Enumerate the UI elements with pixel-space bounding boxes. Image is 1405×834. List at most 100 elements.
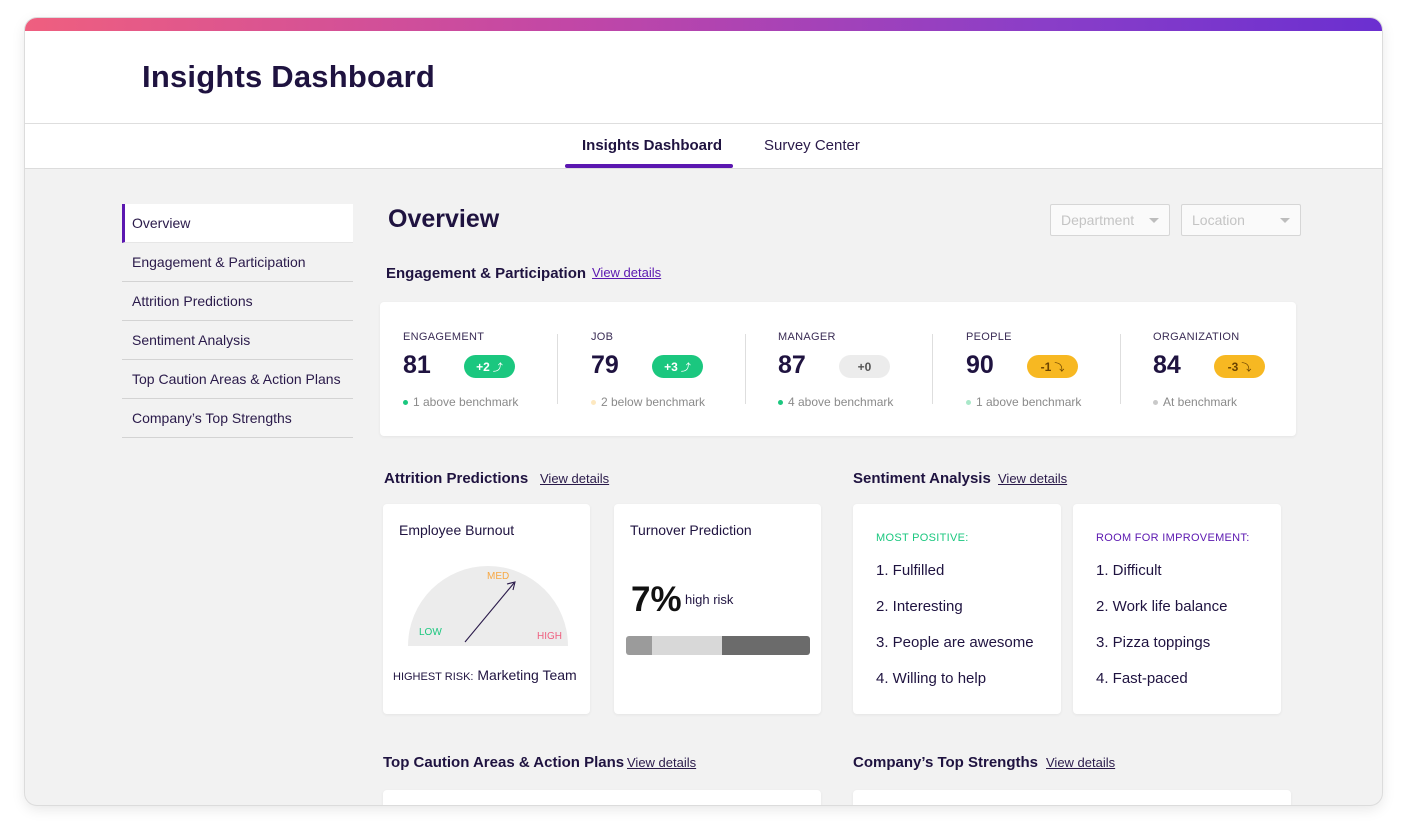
metric-benchmark: 2 below benchmark: [591, 395, 705, 409]
gauge-dial: [408, 566, 568, 646]
highest-risk-label: HIGHEST RISK:: [393, 671, 474, 683]
sidebar-nav: Overview Engagement & Participation Attr…: [122, 204, 353, 438]
metric-divider: [745, 334, 746, 404]
benchmark-dot-icon: [591, 399, 596, 405]
sidebar-item-strengths[interactable]: Company’s Top Strengths: [122, 399, 353, 438]
tab-survey-center[interactable]: Survey Center: [764, 137, 860, 154]
highest-risk-value: Marketing Team: [477, 667, 577, 683]
benchmark-dot-icon: [966, 399, 971, 405]
benchmark-dot-icon: [1153, 399, 1158, 405]
attrition-view-details-link[interactable]: View details: [540, 471, 610, 486]
metric-people: PEOPLE 90 -1 ⤵ 1 above benchmark: [966, 302, 1116, 436]
tab-bar: Insights Dashboard Survey Center: [25, 124, 1382, 169]
turnover-bar-segment: [721, 636, 810, 655]
most-positive-heading: MOST POSITIVE:: [876, 532, 969, 544]
caution-view-details-link[interactable]: View details: [627, 755, 697, 770]
active-tab-indicator: [565, 164, 733, 168]
gauge-low-label: LOW: [419, 627, 442, 638]
turnover-progress-bar: [626, 636, 810, 655]
sidebar-item-caution[interactable]: Top Caution Areas & Action Plans: [122, 360, 353, 399]
improvement-item: 3. Pizza toppings: [1096, 634, 1211, 651]
metric-label: ENGAGEMENT: [403, 331, 485, 343]
benchmark-text: 2 below benchmark: [601, 395, 706, 409]
trend-down-icon: ⤵: [1241, 363, 1252, 374]
metric-benchmark: 1 above benchmark: [403, 395, 518, 409]
turnover-prediction-card: Turnover Prediction 7% high risk: [614, 504, 821, 714]
improvement-heading: ROOM FOR IMPROVEMENT:: [1096, 532, 1250, 544]
sidebar-item-overview[interactable]: Overview: [122, 204, 353, 243]
improvement-item: 4. Fast-paced: [1096, 670, 1188, 687]
metric-delta-badge: +3 ⤴: [652, 355, 703, 378]
metric-delta: -1: [1040, 359, 1052, 374]
improvement-item: 1. Difficult: [1096, 562, 1162, 579]
location-placeholder: Location: [1192, 212, 1245, 228]
benchmark-dot-icon: [778, 399, 783, 405]
chevron-down-icon: [1280, 218, 1290, 223]
turnover-bar-segment: [626, 636, 652, 655]
app-window: Insights Dashboard Insights Dashboard Su…: [25, 18, 1382, 805]
positive-item: 4. Willing to help: [876, 670, 987, 687]
sentiment-section-title: Sentiment Analysis: [853, 470, 991, 487]
metric-delta: +2: [476, 359, 490, 374]
sidebar-item-attrition[interactable]: Attrition Predictions: [122, 282, 353, 321]
trend-down-icon: ⤵: [1054, 363, 1065, 374]
metric-divider: [1120, 334, 1121, 404]
benchmark-text: 4 above benchmark: [788, 395, 894, 409]
turnover-title: Turnover Prediction: [630, 522, 752, 538]
gauge-needle-arrow-icon: [506, 581, 516, 591]
positive-item: 3. People are awesome: [876, 634, 1034, 651]
chevron-down-icon: [1149, 218, 1159, 223]
metric-benchmark: 1 above benchmark: [966, 395, 1081, 409]
sidebar-item-sentiment[interactable]: Sentiment Analysis: [122, 321, 353, 360]
gauge-needle: [464, 582, 515, 643]
department-placeholder: Department: [1061, 212, 1135, 228]
page-title: Insights Dashboard: [142, 59, 435, 94]
burnout-gauge: [408, 566, 568, 646]
improvement-item: 2. Work life balance: [1096, 598, 1228, 615]
metric-engagement: ENGAGEMENT 81 +2 ⤴ 1 above benchmark: [403, 302, 553, 436]
metric-value: 84: [1153, 351, 1181, 379]
metric-divider: [557, 334, 558, 404]
metric-value: 81: [403, 351, 431, 379]
gauge-med-label: MED: [487, 571, 510, 582]
gradient-top-bar: [25, 18, 1382, 31]
turnover-value: 7%: [631, 580, 682, 619]
metric-label: ORGANIZATION: [1153, 331, 1240, 343]
metric-benchmark: At benchmark: [1153, 395, 1237, 409]
metric-delta-badge: +0: [839, 355, 890, 378]
overview-title: Overview: [388, 205, 500, 233]
caution-card: [383, 790, 821, 805]
positive-item: 1. Fulfilled: [876, 562, 945, 579]
metric-delta: -3: [1227, 359, 1239, 374]
metric-delta: +3: [664, 359, 678, 374]
metric-benchmark: 4 above benchmark: [778, 395, 893, 409]
trend-up-icon: ⤴: [680, 363, 691, 374]
metric-value: 79: [591, 351, 619, 379]
strengths-section-title: Company’s Top Strengths: [853, 754, 1039, 771]
gauge-high-label: HIGH: [537, 631, 562, 642]
positive-item: 2. Interesting: [876, 598, 963, 615]
metric-delta-badge: +2 ⤴: [464, 355, 515, 378]
benchmark-text: 1 above benchmark: [976, 395, 1082, 409]
sentiment-view-details-link[interactable]: View details: [998, 471, 1068, 486]
engagement-view-details-link[interactable]: View details: [592, 265, 662, 280]
most-positive-card: MOST POSITIVE: 1. Fulfilled 2. Interesti…: [853, 504, 1061, 714]
department-dropdown[interactable]: Department: [1050, 204, 1170, 236]
tab-insights-dashboard[interactable]: Insights Dashboard: [582, 137, 723, 154]
strengths-view-details-link[interactable]: View details: [1046, 755, 1116, 770]
benchmark-text: At benchmark: [1163, 395, 1238, 409]
engagement-section-title: Engagement & Participation: [386, 265, 587, 282]
metric-label: MANAGER: [778, 331, 836, 343]
turnover-suffix: high risk: [685, 592, 734, 607]
engagement-metrics-card: ENGAGEMENT 81 +2 ⤴ 1 above benchmark JOB 79 +3 ⤴…: [380, 302, 1296, 436]
room-for-improvement-card: ROOM FOR IMPROVEMENT: 1. Difficult 2. Wo…: [1073, 504, 1281, 714]
employee-burnout-card: Employee Burnout LOW MED HIGH HIGHEST RI…: [383, 504, 590, 714]
strengths-card: [853, 790, 1291, 805]
attrition-section-title: Attrition Predictions: [384, 470, 529, 487]
highest-risk-line: HIGHEST RISK: Marketing Team: [393, 667, 577, 683]
sidebar-item-engagement[interactable]: Engagement & Participation: [122, 243, 353, 282]
metric-organization: ORGANIZATION 84 -3 ⤵ At benchmark: [1153, 302, 1303, 436]
burnout-title: Employee Burnout: [399, 522, 515, 538]
page-header: Insights Dashboard: [25, 31, 1382, 124]
location-dropdown[interactable]: Location: [1181, 204, 1301, 236]
